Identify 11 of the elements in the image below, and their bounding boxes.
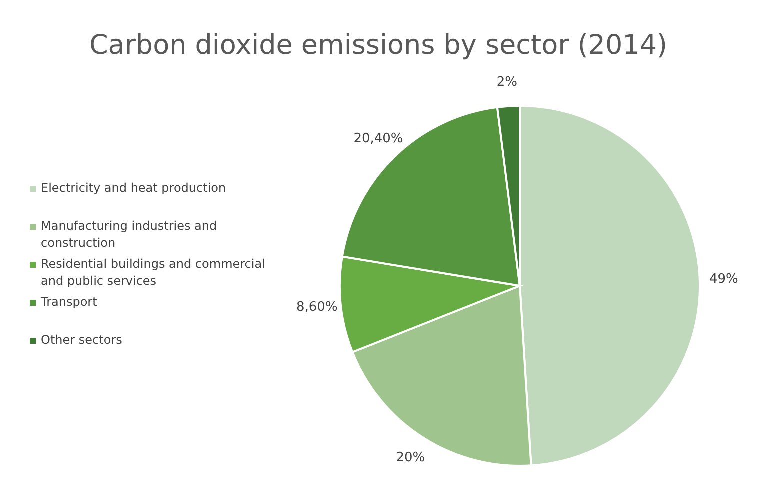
chart-title: Carbon dioxide emissions by sector (2014)	[88, 30, 669, 61]
legend-label: Manufacturing industries and construction	[41, 218, 218, 252]
legend-label: Other sectors	[41, 332, 122, 349]
data-label: 2%	[496, 74, 518, 90]
legend-label: Transport	[41, 294, 98, 311]
data-label: 20,40%	[354, 132, 404, 147]
data-label: 20%	[396, 450, 426, 466]
legend-label: Electricity and heat production	[41, 180, 226, 197]
data-label: 8,60%	[296, 300, 338, 316]
legend-label: Residential buildings and commercial and public services	[41, 256, 266, 290]
data-label: 49%	[709, 272, 738, 288]
